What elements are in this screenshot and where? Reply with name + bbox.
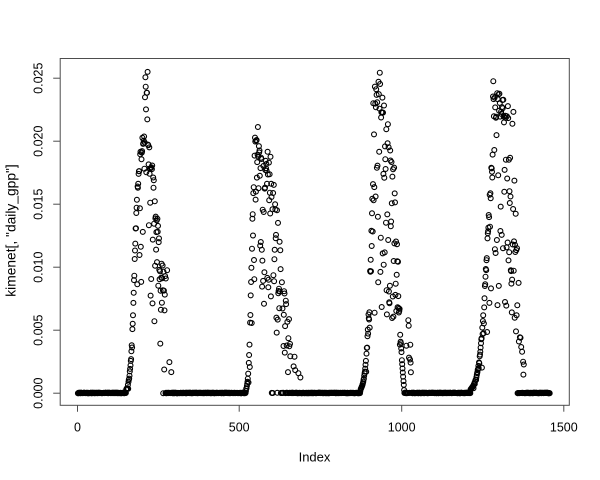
svg-text:0.005: 0.005 [31,315,45,346]
svg-text:kimenet[, "daily_gpp"]: kimenet[, "daily_gpp"] [4,164,19,297]
svg-text:0.010: 0.010 [31,252,45,283]
svg-text:0.000: 0.000 [31,378,45,409]
svg-text:1000: 1000 [388,421,416,435]
svg-text:0.025: 0.025 [31,63,45,94]
svg-text:1500: 1500 [550,421,578,435]
svg-text:0.015: 0.015 [31,189,45,220]
svg-text:0.020: 0.020 [31,126,45,157]
svg-text:Index: Index [299,449,331,464]
svg-text:500: 500 [229,421,250,435]
svg-text:0: 0 [74,421,81,435]
